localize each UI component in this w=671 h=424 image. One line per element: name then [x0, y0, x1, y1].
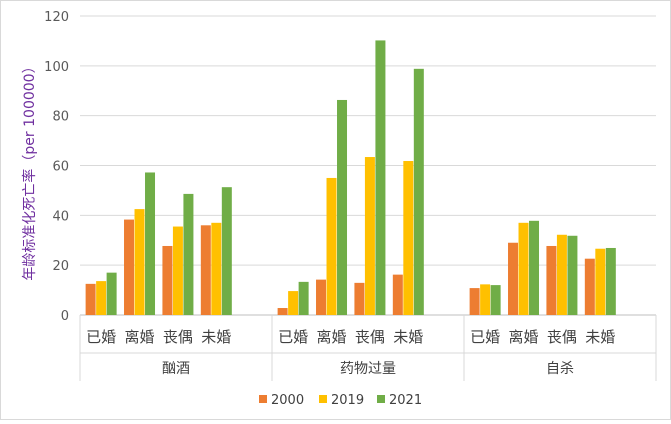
bar-2000	[354, 282, 365, 315]
category-label: 已婚	[86, 328, 116, 346]
bar-2019	[595, 248, 606, 315]
bar-2000	[85, 283, 96, 315]
legend-swatch	[259, 395, 267, 403]
bar-2021	[413, 68, 424, 315]
bar-2021	[490, 285, 501, 315]
bar-2000	[162, 245, 173, 315]
category-label: 丧偶	[163, 328, 193, 346]
category-label: 未婚	[201, 328, 231, 346]
bar-2000	[392, 274, 403, 315]
bar-2000	[584, 258, 595, 315]
y-tick-label: 20	[52, 259, 69, 274]
category-label: 离婚	[509, 328, 539, 346]
bar-2021	[298, 281, 309, 315]
legend: 2000 2019 2021	[259, 393, 422, 408]
bar-2000	[124, 219, 135, 315]
category-label: 已婚	[470, 328, 500, 346]
y-tick-labels: 0 20 40 60 80 100 120	[44, 10, 69, 324]
y-tick-label: 40	[52, 209, 69, 224]
bar-2021	[183, 193, 194, 315]
group-label: 药物过量	[340, 361, 396, 377]
bar-2000	[508, 242, 519, 315]
bar-2019	[556, 234, 567, 315]
bar-2000	[277, 308, 288, 315]
bar-2021	[529, 220, 540, 315]
bar-2019	[403, 161, 414, 315]
bars	[85, 40, 616, 315]
bar-2019	[96, 281, 107, 315]
bar-2019	[134, 209, 145, 315]
y-tick-label: 100	[44, 60, 69, 75]
bar-2000	[469, 288, 480, 315]
bar-2021	[605, 247, 616, 315]
category-label: 丧偶	[547, 328, 577, 346]
legend-label: 2019	[331, 393, 364, 408]
bar-2019	[288, 291, 299, 315]
group-label: 自杀	[546, 361, 574, 377]
bar-2000	[200, 225, 211, 315]
bar-2019	[518, 222, 529, 315]
bar-2000	[546, 245, 557, 315]
bar-2021	[567, 235, 578, 315]
bar-2019	[364, 157, 375, 315]
y-tick-label: 0	[61, 309, 69, 324]
legend-label: 2000	[271, 393, 304, 408]
bar-2019	[480, 284, 491, 315]
bar-2021	[375, 40, 386, 315]
bar-2021	[106, 272, 117, 315]
y-axis-title: 年龄标准化死亡率（per 100000）	[21, 59, 38, 280]
bar-2019	[326, 177, 337, 315]
category-label: 未婚	[393, 328, 423, 346]
bar-2021	[145, 172, 156, 315]
legend-label: 2021	[389, 393, 422, 408]
category-label: 离婚	[125, 328, 155, 346]
bar-2019	[211, 222, 222, 315]
legend-swatch	[377, 395, 385, 403]
y-tick-label: 80	[52, 110, 69, 125]
group-label: 酗酒	[162, 361, 190, 377]
bar-2021	[337, 99, 348, 315]
bar-2019	[172, 226, 183, 315]
category-label: 未婚	[585, 328, 615, 346]
category-label: 离婚	[317, 328, 347, 346]
category-label: 已婚	[278, 328, 308, 346]
bar-2000	[316, 279, 327, 315]
legend-swatch	[319, 395, 327, 403]
bar-2021	[221, 187, 232, 315]
category-label: 丧偶	[355, 328, 385, 346]
y-tick-label: 120	[44, 10, 69, 25]
y-tick-label: 60	[52, 160, 69, 175]
